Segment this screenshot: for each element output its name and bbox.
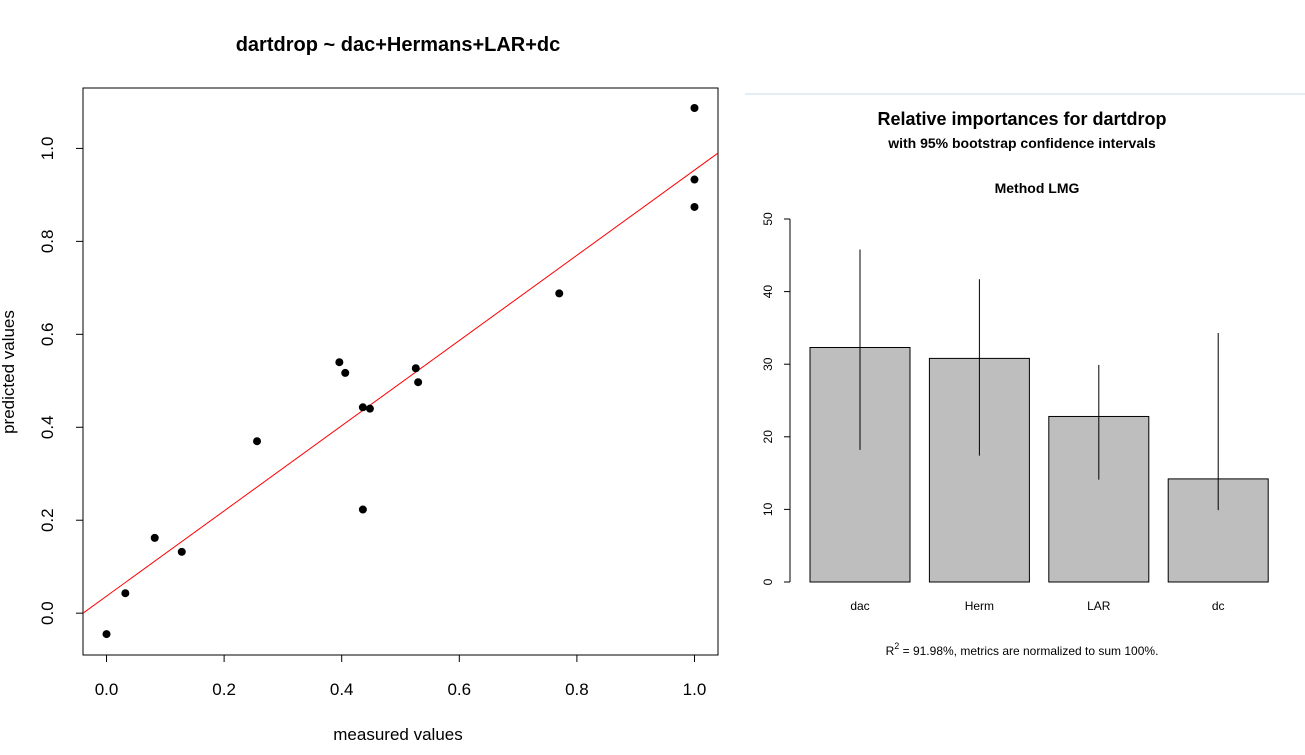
scatter-x-axis-label: measured values <box>333 725 462 744</box>
bar-y-tick-label-3: 30 <box>761 357 775 371</box>
data-point-10 <box>411 364 420 373</box>
data-point-4 <box>253 437 262 446</box>
category-label-dac: dac <box>850 599 869 613</box>
importance-chart-title: Relative importances for dartdrop <box>877 109 1166 129</box>
x-tick-label-3: 0.6 <box>447 680 471 699</box>
data-point-6 <box>341 368 350 377</box>
data-point-2 <box>150 533 159 542</box>
category-label-LAR: LAR <box>1087 599 1111 613</box>
x-tick-label-5: 1.0 <box>683 680 707 699</box>
y-tick-label-1: 0.2 <box>38 508 57 532</box>
importance-x-axis: dac Herm LAR dc <box>850 599 1224 613</box>
data-point-14 <box>690 175 699 184</box>
y-tick-label-0: 0.0 <box>38 601 57 625</box>
data-point-5 <box>335 358 344 367</box>
data-point-11 <box>414 378 423 387</box>
data-point-9 <box>365 404 374 413</box>
importance-bar-chart: Relative importances for dartdrop with 9… <box>761 109 1269 658</box>
y-tick-label-2: 0.4 <box>38 415 57 439</box>
bar-y-tick-label-1: 10 <box>761 502 775 516</box>
y-tick-label-5: 1.0 <box>38 137 57 161</box>
scatter-chart-title: dartdrop ~ dac+Hermans+LAR+dc <box>236 34 561 56</box>
bar-y-tick-label-5: 50 <box>761 212 775 226</box>
data-point-13 <box>690 103 699 112</box>
scatter-points <box>102 103 699 639</box>
importance-y-axis: 0 10 20 30 40 50 <box>761 212 791 585</box>
data-point-8 <box>358 403 367 412</box>
data-point-0 <box>102 630 111 639</box>
fit-line <box>82 152 719 614</box>
importance-bars <box>809 249 1269 583</box>
scatter-x-axis: 0.0 0.2 0.4 0.6 0.8 1.0 <box>95 655 707 699</box>
y-tick-label-3: 0.6 <box>38 322 57 346</box>
data-point-7 <box>358 505 367 514</box>
r2-note-r: R <box>886 644 895 658</box>
category-label-Herm: Herm <box>965 599 994 613</box>
x-tick-label-2: 0.4 <box>330 680 354 699</box>
scatter-chart: dartdrop ~ dac+Hermans+LAR+dc 0.0 0.2 0.4 0… <box>0 34 719 744</box>
data-point-1 <box>121 589 130 598</box>
scatter-plot-frame <box>82 87 719 656</box>
x-tick-label-1: 0.2 <box>212 680 236 699</box>
category-label-dc: dc <box>1212 599 1225 613</box>
r2-note: R2 = 91.98%, metrics are normalized to s… <box>886 641 1159 658</box>
importance-chart-subtitle: with 95% bootstrap confidence intervals <box>887 135 1156 151</box>
data-point-3 <box>177 547 186 556</box>
y-tick-label-4: 0.8 <box>38 230 57 254</box>
bar-y-tick-label-2: 20 <box>761 430 775 444</box>
data-point-12 <box>555 289 564 298</box>
r2-note-sup: 2 <box>894 641 899 651</box>
r2-note-rest: = 91.98%, metrics are normalized to sum … <box>899 644 1158 658</box>
x-tick-label-0: 0.0 <box>95 680 119 699</box>
x-tick-label-4: 0.8 <box>565 680 589 699</box>
method-label: Method LMG <box>995 180 1080 196</box>
data-point-15 <box>690 202 699 211</box>
bar-y-tick-label-4: 40 <box>761 285 775 299</box>
scatter-y-axis-label: predicted values <box>0 310 18 434</box>
bar-y-tick-label-0: 0 <box>761 578 775 585</box>
scatter-y-axis: 0.0 0.2 0.4 0.6 0.8 1.0 <box>38 137 83 625</box>
